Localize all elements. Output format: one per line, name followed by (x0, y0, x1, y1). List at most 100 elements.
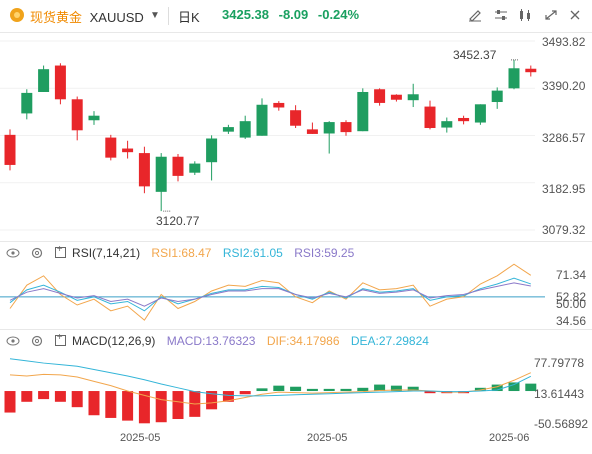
candle-body (390, 94, 402, 100)
symbol-selector[interactable]: 现货黄金 XAUUSD (30, 7, 144, 26)
x-axis-label: 2025-06 (489, 432, 530, 444)
macd-bar (424, 391, 436, 394)
price-pane: 3493.82 3390.20 3286.57 3182.95 3079.32 … (0, 33, 592, 240)
dif-value: DIF:34.17986 (266, 334, 340, 348)
price-axis-tick: 3493.82 (542, 35, 586, 49)
eye-icon[interactable] (6, 246, 20, 260)
macd-bar (222, 391, 234, 402)
chevron-down-icon[interactable]: ▼ (150, 10, 160, 21)
macd-axis-tick: 77.79778 (534, 356, 585, 370)
macd-bar (273, 385, 285, 392)
draw-icon[interactable] (466, 8, 484, 24)
low-price-label: 3120.77 (156, 214, 200, 228)
candle-body (306, 129, 318, 134)
macd-pane: MACD(12,26,9) MACD:13.76323 DIF:34.17986… (0, 329, 592, 431)
macd-bar (374, 384, 386, 392)
macd-bar (323, 388, 335, 392)
macd-axis-tick: -50.56892 (534, 417, 589, 431)
candle-body (374, 89, 386, 103)
close-icon[interactable] (566, 8, 584, 24)
price-change-pct: -0.24% (317, 7, 360, 22)
gear-icon[interactable] (31, 246, 43, 260)
macd-bar (172, 391, 184, 420)
candle-body (222, 127, 234, 132)
candle-body (206, 138, 218, 163)
candle-body (155, 156, 167, 192)
macd-chart (4, 358, 537, 424)
candle-body (239, 121, 251, 138)
macd-toolbar: MACD(12,26,9) MACD:13.76323 DIF:34.17986… (6, 332, 429, 348)
chart-header: 现货黄金 XAUUSD ▼ 日K 3425.38 -8.09 -0.24% (0, 0, 592, 33)
candle-body (256, 104, 268, 136)
fullscreen-icon[interactable] (542, 8, 560, 24)
macd-bar (256, 388, 268, 392)
macd-bar (407, 386, 419, 392)
high-price-label: 3452.37 (453, 48, 497, 62)
candle-body (88, 115, 100, 121)
candle-body (424, 106, 436, 129)
macd-bar (155, 391, 167, 423)
macd-title: MACD(12,26,9) (72, 334, 156, 348)
x-axis-label: 2025-05 (120, 432, 161, 444)
price-summary: 3425.38 -8.09 -0.24% (222, 7, 359, 22)
rsi3-value: RSI3:59.25 (294, 246, 355, 260)
rsi2-value: RSI2:61.05 (222, 246, 283, 260)
candle-body (54, 65, 66, 100)
macd-bar (4, 391, 16, 413)
price-axis-tick: 3286.57 (542, 131, 586, 145)
dea-value: DEA:27.29824 (350, 334, 429, 348)
rsi-chart (0, 263, 545, 321)
x-axis-label: 2025-05 (307, 432, 348, 444)
gold-coin-icon (10, 8, 24, 22)
price-axis-tick: 3079.32 (542, 223, 586, 237)
macd-bar (491, 384, 503, 392)
macd-bar (290, 386, 302, 392)
macd-bar (306, 388, 318, 392)
candle-body (189, 163, 201, 173)
candle-body (323, 122, 335, 134)
settings-icon[interactable] (492, 8, 510, 24)
macd-bar (21, 391, 33, 402)
rsi3-line (9, 282, 531, 307)
macd-bar (122, 391, 134, 421)
candle-body (105, 137, 117, 158)
candle-body (138, 153, 150, 187)
expand-icon[interactable] (54, 244, 66, 258)
candle-body (122, 148, 134, 153)
dea-line (9, 358, 532, 397)
candle-body (4, 134, 16, 165)
rsi-axis-tick: 52.82 (556, 290, 587, 304)
macd-bar (105, 391, 117, 418)
period-selector[interactable]: 日K (178, 10, 200, 25)
candle-body (172, 156, 184, 176)
rsi-axis-tick: 50.00 (556, 297, 587, 311)
gear-icon[interactable] (31, 334, 43, 348)
candle-body (71, 99, 83, 131)
macd-bar (88, 391, 100, 416)
candle-body (357, 91, 369, 132)
expand-icon[interactable] (54, 332, 66, 346)
candle-body (525, 68, 537, 73)
candle-body (508, 68, 520, 89)
macd-bar (138, 391, 150, 424)
rsi-axis-tick: 71.34 (556, 268, 587, 282)
candle-body (441, 121, 453, 128)
candle-body (38, 69, 50, 92)
macd-bar (38, 391, 50, 400)
indicator-icon[interactable] (516, 8, 534, 24)
candle-body (474, 104, 486, 123)
candle-body (407, 94, 419, 101)
rsi-title: RSI(7,14,21) (72, 246, 141, 260)
macd-value: MACD:13.76323 (166, 334, 256, 348)
candlestick-chart (0, 40, 537, 231)
rsi1-value: RSI1:68.47 (151, 246, 212, 260)
rsi2-line (9, 277, 531, 312)
rsi-pane: RSI(7,14,21) RSI1:68.47 RSI2:61.05 RSI3:… (0, 241, 592, 330)
eye-icon[interactable] (6, 334, 20, 348)
last-price: 3425.38 (222, 7, 269, 22)
price-axis-tick: 3182.95 (542, 182, 586, 196)
macd-bar (239, 391, 251, 395)
macd-bar (340, 388, 352, 392)
macd-bar (206, 391, 218, 410)
